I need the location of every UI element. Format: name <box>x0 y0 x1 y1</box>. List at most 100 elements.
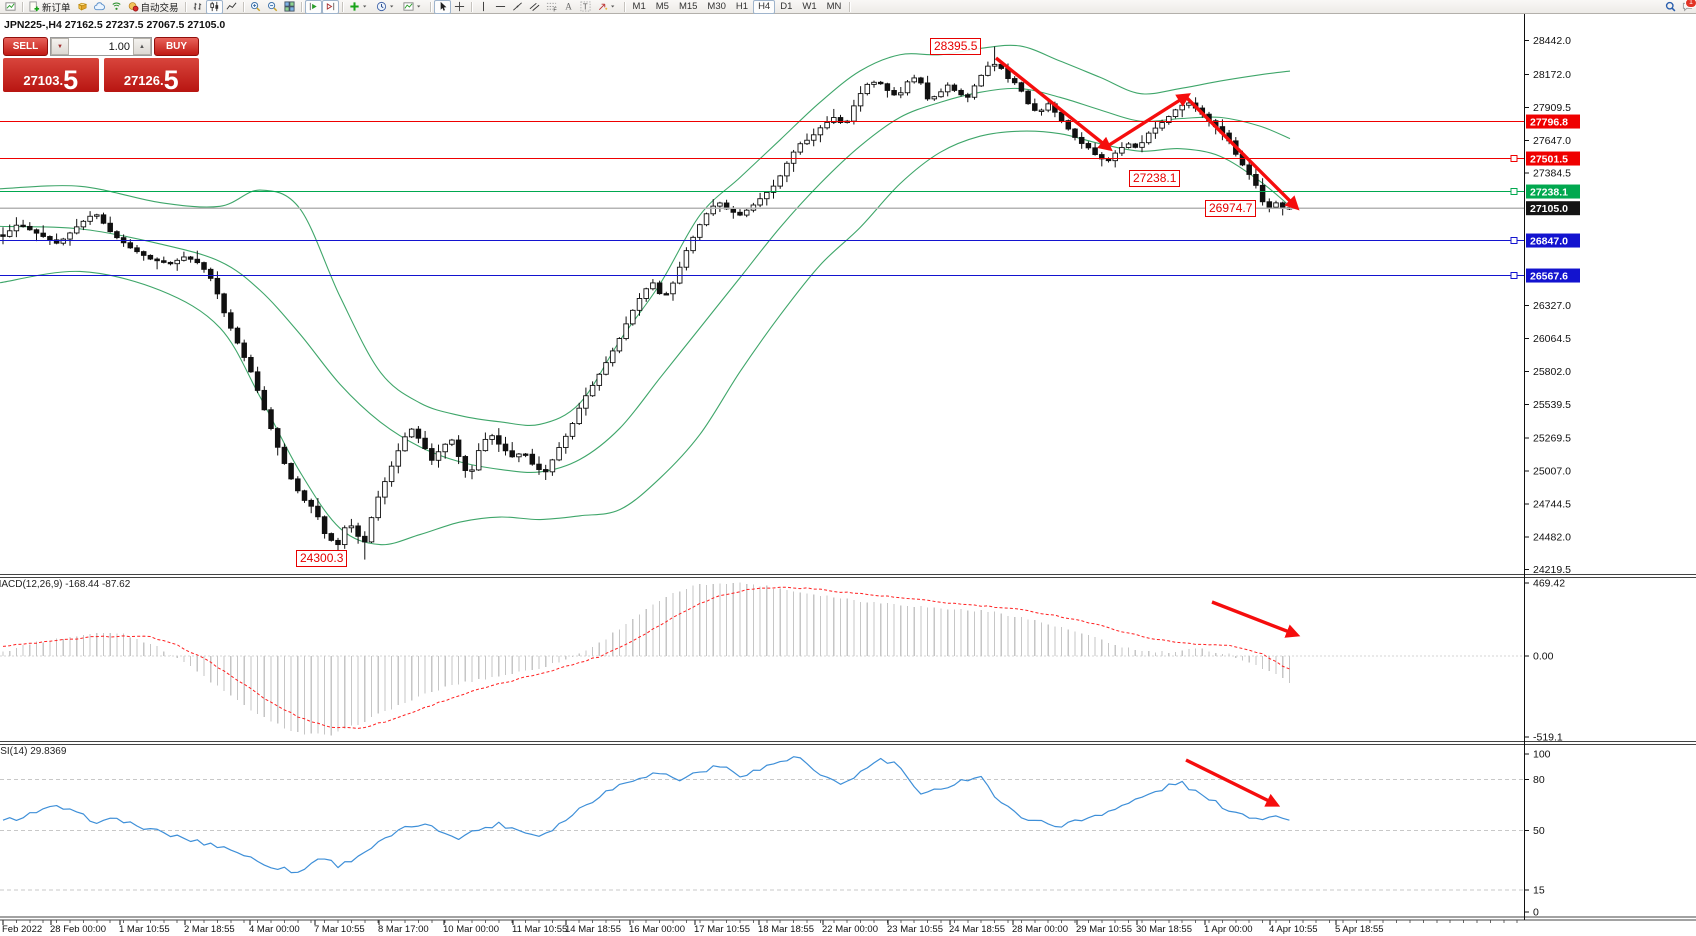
candle-body <box>469 469 475 472</box>
arrows-button[interactable] <box>594 0 621 14</box>
periods-button[interactable] <box>373 0 400 14</box>
candle-body <box>891 90 897 96</box>
volume-decrease-button[interactable]: ▼ <box>51 38 69 55</box>
timeframe-H1[interactable]: H1 <box>735 1 749 12</box>
fibo-button[interactable]: F <box>543 0 560 14</box>
toolbar: 新订单 自动交易 F A T M1 M5 M15 M30 H1 H4 D1 W1 MN 1 <box>0 0 1696 14</box>
bar-chart-button[interactable] <box>189 0 206 14</box>
search-button[interactable] <box>1662 0 1679 14</box>
template-button[interactable] <box>400 0 427 14</box>
candle-body <box>147 254 154 260</box>
candle-body <box>924 82 931 100</box>
candle-body <box>248 356 254 373</box>
time-tick-label: 14 Mar 18:55 <box>565 924 621 935</box>
candle-body <box>395 450 402 467</box>
price-tag[interactable] <box>1526 114 1580 129</box>
timeframe-D1[interactable]: D1 <box>780 1 793 12</box>
market-watch-button[interactable] <box>74 0 91 14</box>
hline-handle[interactable] <box>1510 272 1518 280</box>
candle-body <box>194 258 201 264</box>
price-tag[interactable] <box>1526 268 1580 283</box>
time-tick-label: 22 Mar 00:00 <box>822 924 878 935</box>
volume-input[interactable]: 1.00 <box>108 40 130 53</box>
candle-body <box>1011 78 1018 84</box>
price-tick-label: 24744.5 <box>1533 498 1571 510</box>
price-tag[interactable] <box>1526 233 1580 248</box>
candle-body <box>951 84 958 91</box>
trend-arrow[interactable] <box>1211 600 1301 638</box>
zoom-out-button[interactable] <box>264 0 281 14</box>
volume-increase-button[interactable]: ▲ <box>133 38 151 55</box>
trend-arrow[interactable] <box>1105 93 1192 149</box>
time-tick-label: 11 Mar 10:55 <box>512 924 567 935</box>
price-label-28395[interactable]: 28395.5 <box>930 38 982 55</box>
timeframe-M30[interactable]: M30 <box>707 1 726 12</box>
cursor-button[interactable] <box>433 0 451 14</box>
timeframe-M1[interactable]: M1 <box>632 1 646 12</box>
vline-button[interactable] <box>475 0 492 14</box>
candle-body <box>877 81 884 85</box>
hline-handle[interactable] <box>1510 188 1518 196</box>
candle-body <box>328 533 335 541</box>
zoom-in-button[interactable] <box>247 0 264 14</box>
price-label-26974[interactable]: 26974.7 <box>1205 200 1257 217</box>
candle-body <box>1112 152 1118 162</box>
candle-body <box>978 74 984 87</box>
candle-body <box>965 94 971 98</box>
timeframe-M5[interactable]: M5 <box>655 1 669 12</box>
hline-button[interactable] <box>492 0 509 14</box>
candle-chart-icon <box>209 1 218 12</box>
candle-chart-button[interactable] <box>205 0 223 14</box>
label-button[interactable]: T <box>577 0 594 14</box>
candle-body <box>288 463 294 480</box>
trend-arrow[interactable] <box>994 56 1113 152</box>
hline-handle[interactable] <box>1510 237 1518 245</box>
timeframe-M15[interactable]: M15 <box>678 1 698 12</box>
price-label-27238[interactable]: 27238.1 <box>1129 170 1181 187</box>
channel-button[interactable] <box>526 0 543 14</box>
candle-body <box>107 222 113 233</box>
one-click-trading-panel: SELL ▼ 1.00 ▲ BUY 27103. 5 27126. 5 <box>3 37 199 93</box>
candle-body <box>489 435 495 440</box>
trend-arrow[interactable] <box>1185 758 1281 807</box>
signal-button[interactable] <box>108 0 125 14</box>
sell-price-main: 27103. <box>23 73 64 88</box>
community-button[interactable] <box>91 0 108 14</box>
sell-price[interactable]: 27103. 5 <box>3 58 99 93</box>
tile-windows-button[interactable] <box>281 0 298 14</box>
autotrade-button[interactable]: 自动交易 <box>125 0 182 14</box>
price-tag[interactable] <box>1526 184 1580 199</box>
timeframe-W1[interactable]: W1 <box>802 1 817 12</box>
chat-button[interactable]: 1 <box>1679 0 1696 14</box>
text-button[interactable]: A <box>560 0 577 14</box>
price-label-24300[interactable]: 24300.3 <box>296 550 348 567</box>
crosshair-button[interactable] <box>451 0 468 14</box>
line-chart-button[interactable] <box>223 0 240 14</box>
candle-body <box>777 175 783 187</box>
candle-body <box>362 535 368 543</box>
trend-arrow[interactable] <box>1184 95 1300 211</box>
buy-button[interactable]: BUY <box>154 37 199 56</box>
candle-body <box>522 453 529 456</box>
macd-tick-label: 469.42 <box>1533 578 1565 590</box>
candle-body <box>502 443 509 452</box>
sell-button[interactable]: SELL <box>3 37 48 56</box>
price-tag[interactable] <box>1526 151 1580 166</box>
signal-icon <box>111 2 121 10</box>
mini-chart-button[interactable] <box>2 0 19 14</box>
candle-body <box>67 232 73 240</box>
candle-body <box>268 409 274 430</box>
price-tag[interactable] <box>1526 201 1580 216</box>
hline-handle[interactable] <box>1510 155 1518 163</box>
buy-price[interactable]: 27126. 5 <box>103 58 199 93</box>
autoscroll-button[interactable] <box>304 0 322 14</box>
timeframe-H4[interactable]: H4 <box>753 0 776 14</box>
price-tag-label: 26567.6 <box>1530 271 1568 283</box>
price-tick-label: 26064.5 <box>1533 333 1571 345</box>
chart-shift-button[interactable] <box>321 0 339 14</box>
timeframe-MN[interactable]: MN <box>826 1 842 12</box>
trendline-button[interactable] <box>509 0 526 14</box>
indicators-button[interactable] <box>346 0 373 14</box>
new-order-button[interactable]: 新订单 <box>26 0 74 14</box>
